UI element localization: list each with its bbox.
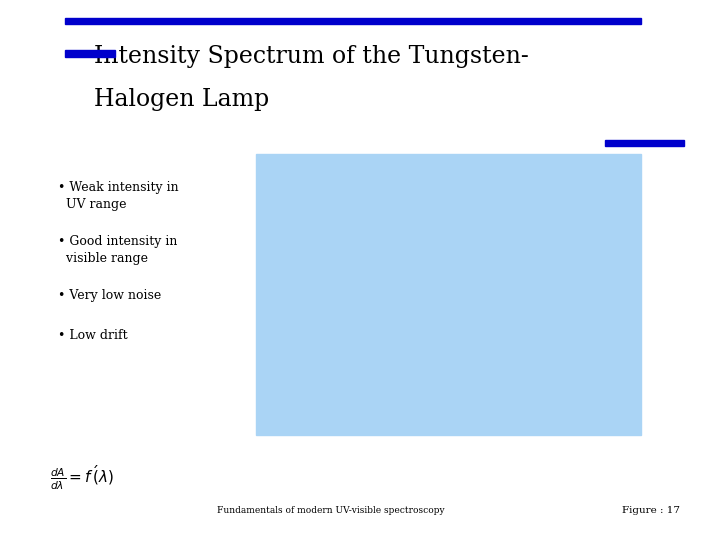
- Text: • Good intensity in
  visible range: • Good intensity in visible range: [58, 235, 177, 265]
- Bar: [605, 140, 684, 146]
- Text: Fundamentals of modern UV-visible spectroscopy: Fundamentals of modern UV-visible spectr…: [217, 506, 445, 515]
- Bar: [65, 18, 641, 24]
- Text: • Weak intensity in
  UV range: • Weak intensity in UV range: [58, 181, 179, 211]
- Bar: [256, 154, 641, 435]
- Text: Figure : 17: Figure : 17: [622, 506, 680, 515]
- Text: Intensity Spectrum of the Tungsten-: Intensity Spectrum of the Tungsten-: [94, 44, 528, 68]
- Text: Halogen Lamp: Halogen Lamp: [94, 87, 269, 111]
- Text: • Very low noise: • Very low noise: [58, 289, 161, 302]
- Text: • Low drift: • Low drift: [58, 329, 127, 342]
- Text: $\frac{dA}{d\lambda} = f\,\'(\lambda)$: $\frac{dA}{d\lambda} = f\,\'(\lambda)$: [50, 464, 114, 492]
- Bar: [65, 50, 115, 57]
